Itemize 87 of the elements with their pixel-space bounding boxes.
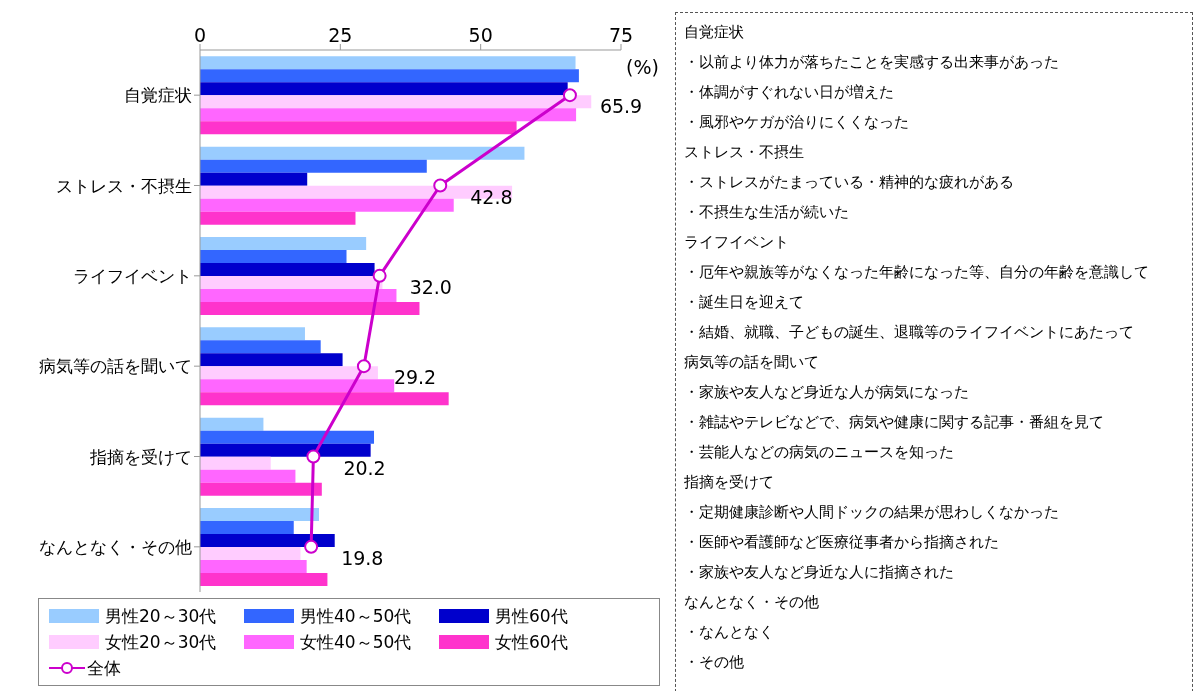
bar (200, 456, 271, 470)
bar (200, 249, 347, 263)
point (306, 449, 321, 464)
legend-label: 男性20～30代 (105, 604, 217, 628)
text: ・家族や友人など身近な人に指摘された (684, 562, 955, 583)
bar (200, 146, 525, 160)
x-tick-label: 0 (193, 24, 207, 46)
y-tick-label: なんとなく・その他 (39, 536, 192, 557)
text: ・結婚、就職、子どもの誕生、退職等のライフイベントにあたって (684, 322, 1135, 343)
bar (200, 121, 517, 135)
bar (200, 95, 592, 109)
text: 病気等の話を聞いて (684, 352, 820, 373)
point (304, 539, 319, 554)
bar (200, 533, 335, 547)
bar (200, 507, 319, 521)
text: ・体調がすぐれない日が増えた (684, 82, 895, 103)
bar (200, 546, 301, 560)
text: 自覚症状 (684, 22, 745, 43)
y-tick-label: ライフイベント (73, 265, 192, 286)
text: ・誕生日を迎えて (684, 292, 805, 313)
text: ・家族や友人など身近な人が病気になった (684, 382, 970, 403)
bar (200, 108, 577, 122)
x-axis-title: (%) (626, 56, 659, 78)
bar (200, 82, 568, 96)
bar (200, 288, 397, 302)
bar (200, 327, 305, 341)
bar (200, 211, 356, 225)
bar (200, 572, 328, 586)
legend-label: 男性40～50代 (300, 604, 412, 628)
data-label: 65.9 (599, 95, 643, 118)
bar (200, 430, 375, 444)
text: ・風邪やケガが治りにくくなった (684, 112, 910, 133)
bar (200, 482, 322, 496)
bar (200, 301, 420, 315)
bar (200, 366, 378, 380)
bar (200, 379, 395, 393)
legend-label: 女性60代 (495, 630, 568, 654)
data-label: 32.0 (409, 275, 452, 298)
text: 指摘を受けて (684, 472, 775, 493)
bar (200, 236, 367, 250)
bar (200, 159, 427, 173)
text: ・医師や看護師など医療従事者から指摘された (684, 532, 1000, 553)
legend-label: 女性20～30代 (105, 630, 217, 654)
bar (200, 198, 454, 212)
bar (200, 340, 321, 354)
bar (200, 417, 264, 431)
point (562, 88, 577, 103)
y-tick-label: 自覚症状 (124, 85, 192, 106)
bar (200, 520, 294, 534)
text: ・その他 (684, 652, 745, 673)
text: ・なんとなく (684, 622, 775, 643)
bar (200, 392, 449, 406)
text: なんとなく・その他 (684, 592, 820, 613)
text: ・芸能人などの病気のニュースを知った (684, 442, 955, 463)
bar (200, 262, 375, 276)
text: ライフイベント (684, 232, 790, 253)
y-tick-label: 病気等の話を聞いて (39, 356, 192, 377)
text: ・定期健康診断や人間ドックの結果が思わしくなかった (684, 502, 1060, 523)
bar (200, 275, 383, 289)
data-label: 20.2 (343, 456, 386, 479)
bar (200, 469, 296, 483)
point (433, 178, 448, 193)
legend-label: 女性40～50代 (300, 630, 412, 654)
data-label: 19.8 (341, 546, 384, 569)
text: ・不摂生な生活が続いた (684, 202, 850, 223)
x-tick-label: 25 (328, 24, 353, 46)
bar (200, 443, 371, 457)
bar (200, 56, 576, 70)
bar (200, 559, 307, 573)
y-tick-label: 指摘を受けて (89, 446, 192, 467)
data-label: 42.8 (470, 185, 513, 208)
x-tick-label: 75 (608, 24, 634, 46)
data-label: 29.2 (393, 366, 437, 389)
legend-label: 男性60代 (495, 604, 568, 628)
text: ・雑誌やテレビなどで、病気や健康に関する記事・番組を見て (684, 412, 1105, 433)
bar (200, 172, 308, 186)
bar (200, 353, 343, 367)
text: ・厄年や親族等がなくなった年齢になった等、自分の年齢を意識して (684, 262, 1150, 283)
x-tick-label: 50 (468, 24, 493, 46)
legend-label: 全体 (87, 656, 121, 680)
y-tick-label: ストレス・不摂生 (56, 175, 192, 196)
text: ・以前より体力が落ちたことを実感する出来事があった (684, 52, 1060, 73)
text: ストレス・不摂生 (684, 142, 805, 163)
point (356, 359, 371, 374)
text: ・ストレスがたまっている・精神的な疲れがある (684, 172, 1015, 193)
bar (200, 69, 579, 83)
point (372, 268, 387, 283)
